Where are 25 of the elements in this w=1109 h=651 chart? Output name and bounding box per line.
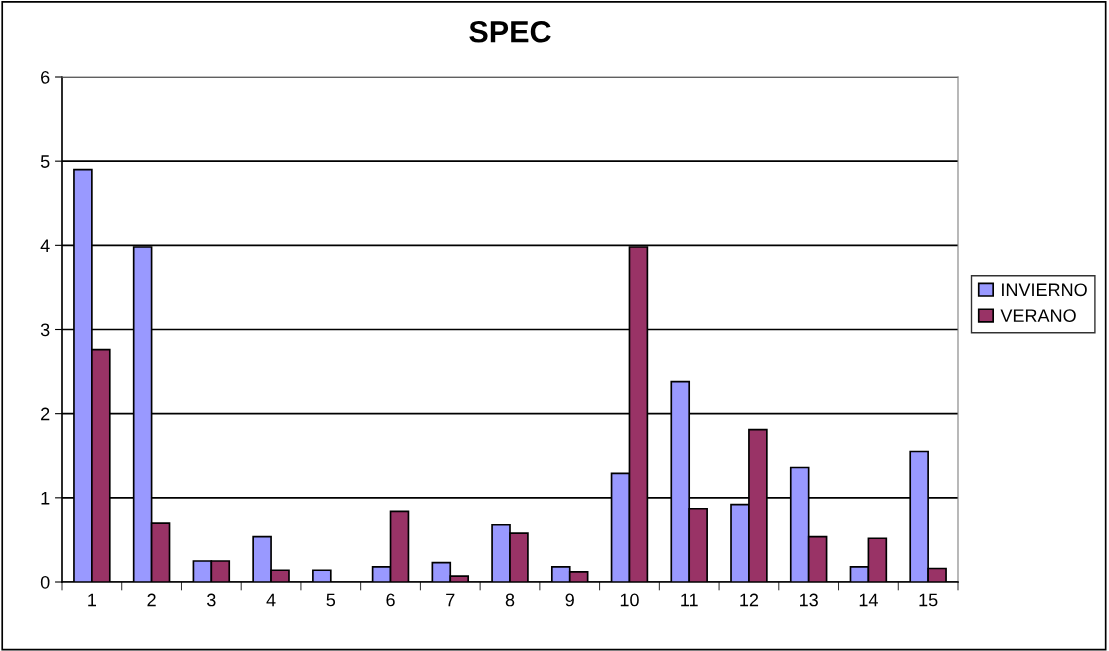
legend-label: INVIERNO — [1002, 283, 1087, 297]
x-tick-label: 11 — [681, 593, 698, 607]
x-tick-label: 2 — [147, 593, 156, 607]
x-tick-label: 6 — [386, 593, 395, 607]
y-tick-label: 5 — [40, 155, 50, 168]
y-tick-label: 4 — [40, 239, 50, 252]
x-tick-label: 8 — [505, 593, 515, 607]
y-tick-label: 0 — [40, 575, 50, 589]
x-tick-label: 10 — [620, 593, 639, 607]
x-tick-label: 4 — [266, 593, 276, 607]
x-tick-label: 15 — [919, 593, 938, 607]
x-tick-label: 13 — [800, 593, 818, 607]
x-tick-label: 5 — [326, 593, 336, 607]
x-tick-label: 7 — [446, 593, 455, 607]
x-tick-label: 3 — [207, 593, 216, 607]
y-tick-label: 2 — [41, 407, 50, 421]
y-tick-label: 6 — [41, 70, 50, 84]
x-tick-label: 1 — [88, 593, 97, 607]
chart-title: SPEC — [469, 20, 551, 43]
x-tick-label: 12 — [740, 593, 759, 607]
legend-label: VERANO — [1000, 309, 1076, 323]
x-tick-label: 14 — [859, 593, 878, 607]
y-tick-label: 3 — [40, 323, 50, 337]
y-tick-label: 1 — [41, 491, 50, 505]
x-tick-label: 9 — [565, 593, 574, 607]
